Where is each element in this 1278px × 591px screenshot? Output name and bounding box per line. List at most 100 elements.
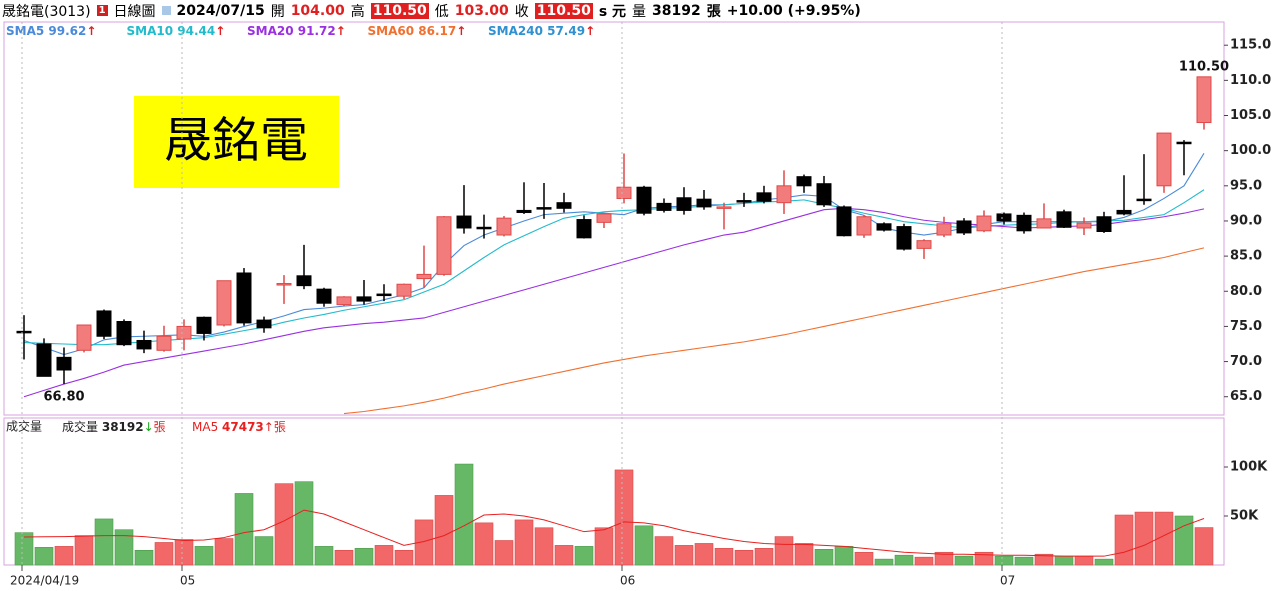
legend-entry: MA5 47473↑張 (192, 420, 286, 434)
y-tick-label: 65.0 (1230, 389, 1262, 404)
volume-unit: 張 (706, 3, 721, 20)
volume-bar (254, 536, 274, 566)
volume-bar (54, 546, 74, 566)
candle-body (676, 197, 692, 211)
legend-value: 91.72 (298, 24, 336, 38)
volume-bar (374, 545, 394, 566)
x-tick-label: 2024/04/19 (10, 574, 79, 588)
candle-body (496, 217, 512, 236)
low-label: 低 (434, 3, 449, 20)
volume-bar (174, 539, 194, 566)
candle-body (1176, 141, 1192, 145)
candle-body (76, 324, 92, 351)
candle-body (56, 356, 72, 371)
volume-bar (294, 481, 314, 566)
up-arrow: ↑ (456, 24, 466, 38)
legend-name: 成交量 (62, 419, 98, 434)
x-tick-label: 05 (180, 574, 195, 588)
legend-entry: SMA20 91.72↑ (247, 24, 346, 38)
legend-unit: 張 (274, 420, 286, 434)
candle-body (556, 202, 572, 209)
volume-bar (414, 519, 434, 566)
volume-bar (1114, 514, 1134, 566)
volume-bar (494, 540, 514, 566)
legend-value: 57.49 (547, 24, 585, 38)
candle-body (416, 273, 432, 280)
legend-value: 86.17 (418, 24, 456, 38)
volume-bar (94, 518, 114, 566)
sma-line (23, 189, 1205, 346)
volume-bar (34, 547, 54, 566)
low-value: 103.00 (454, 2, 509, 19)
candle-body (656, 202, 672, 211)
volume-bar (994, 555, 1014, 566)
candle-body (896, 226, 912, 250)
volume-bar (314, 546, 334, 566)
volume-bar (1094, 558, 1114, 566)
check-icon (161, 6, 171, 15)
period: 日線圖 (113, 3, 156, 20)
price-unit: s 元 (598, 3, 627, 20)
open-value: 104.00 (290, 2, 345, 19)
volume-bar (334, 549, 354, 566)
up-arrow: ↑ (86, 24, 96, 38)
legend-entry: SMA5 99.62↑ (6, 24, 96, 38)
legend-unit: 張 (154, 420, 166, 434)
legend-entry: SMA60 86.17↑ (368, 24, 467, 38)
legend-name: SMA10 (127, 24, 174, 38)
candle-body (536, 207, 552, 210)
title-box (134, 96, 339, 188)
volume-bar (694, 543, 714, 566)
candle-body (836, 206, 852, 237)
candle-body (776, 185, 792, 204)
candle-body (996, 213, 1012, 222)
volume-bar (14, 532, 34, 566)
volume-bar (474, 522, 494, 566)
volume-bar (814, 549, 834, 566)
panel-title: 成交量 (6, 419, 42, 434)
volume-bar (1074, 555, 1094, 566)
candle-body (916, 240, 932, 249)
volume-bar (514, 519, 534, 566)
volume-bar (134, 549, 154, 566)
chart-title: 晟銘電 (164, 113, 308, 169)
candle-body (216, 280, 232, 326)
volume-bar (1014, 556, 1034, 566)
volume-bar (974, 551, 994, 566)
volume-bar (894, 554, 914, 566)
high-value: 110.50 (370, 2, 429, 19)
volume-bar (354, 548, 374, 566)
down-arrow: ↓ (144, 420, 154, 434)
volume-bar (1134, 511, 1154, 566)
candle-body (276, 283, 292, 286)
volume-bar (634, 525, 654, 566)
up-arrow: ↑ (336, 24, 346, 38)
volume-label: 量 (632, 3, 647, 20)
legend-value: 99.62 (48, 24, 86, 38)
candle-body (476, 226, 492, 230)
legend-name: MA5 (192, 420, 218, 434)
y-tick-label: 100K (1230, 460, 1268, 475)
volume-bar (614, 469, 634, 566)
volume-bar (454, 463, 474, 566)
legend-name: SMA240 (488, 24, 543, 38)
candle-body (396, 283, 412, 297)
candle-body (696, 198, 712, 208)
candle-body (456, 215, 472, 229)
y-tick-label: 70.0 (1230, 354, 1262, 369)
candle-body (516, 209, 532, 214)
candle-body (1076, 222, 1092, 229)
volume-bar (674, 545, 694, 566)
volume-bar (874, 558, 894, 566)
y-tick-label: 105.0 (1230, 108, 1271, 123)
legend-name: SMA20 (247, 24, 294, 38)
candle-body (876, 223, 892, 231)
volume-bar (534, 527, 554, 566)
high-label: 高 (350, 3, 365, 20)
candle-body (936, 223, 952, 236)
volume-bar (114, 529, 134, 566)
candle-body (596, 213, 612, 223)
volume-bar (554, 545, 574, 566)
volume-ma-line (23, 509, 1205, 557)
